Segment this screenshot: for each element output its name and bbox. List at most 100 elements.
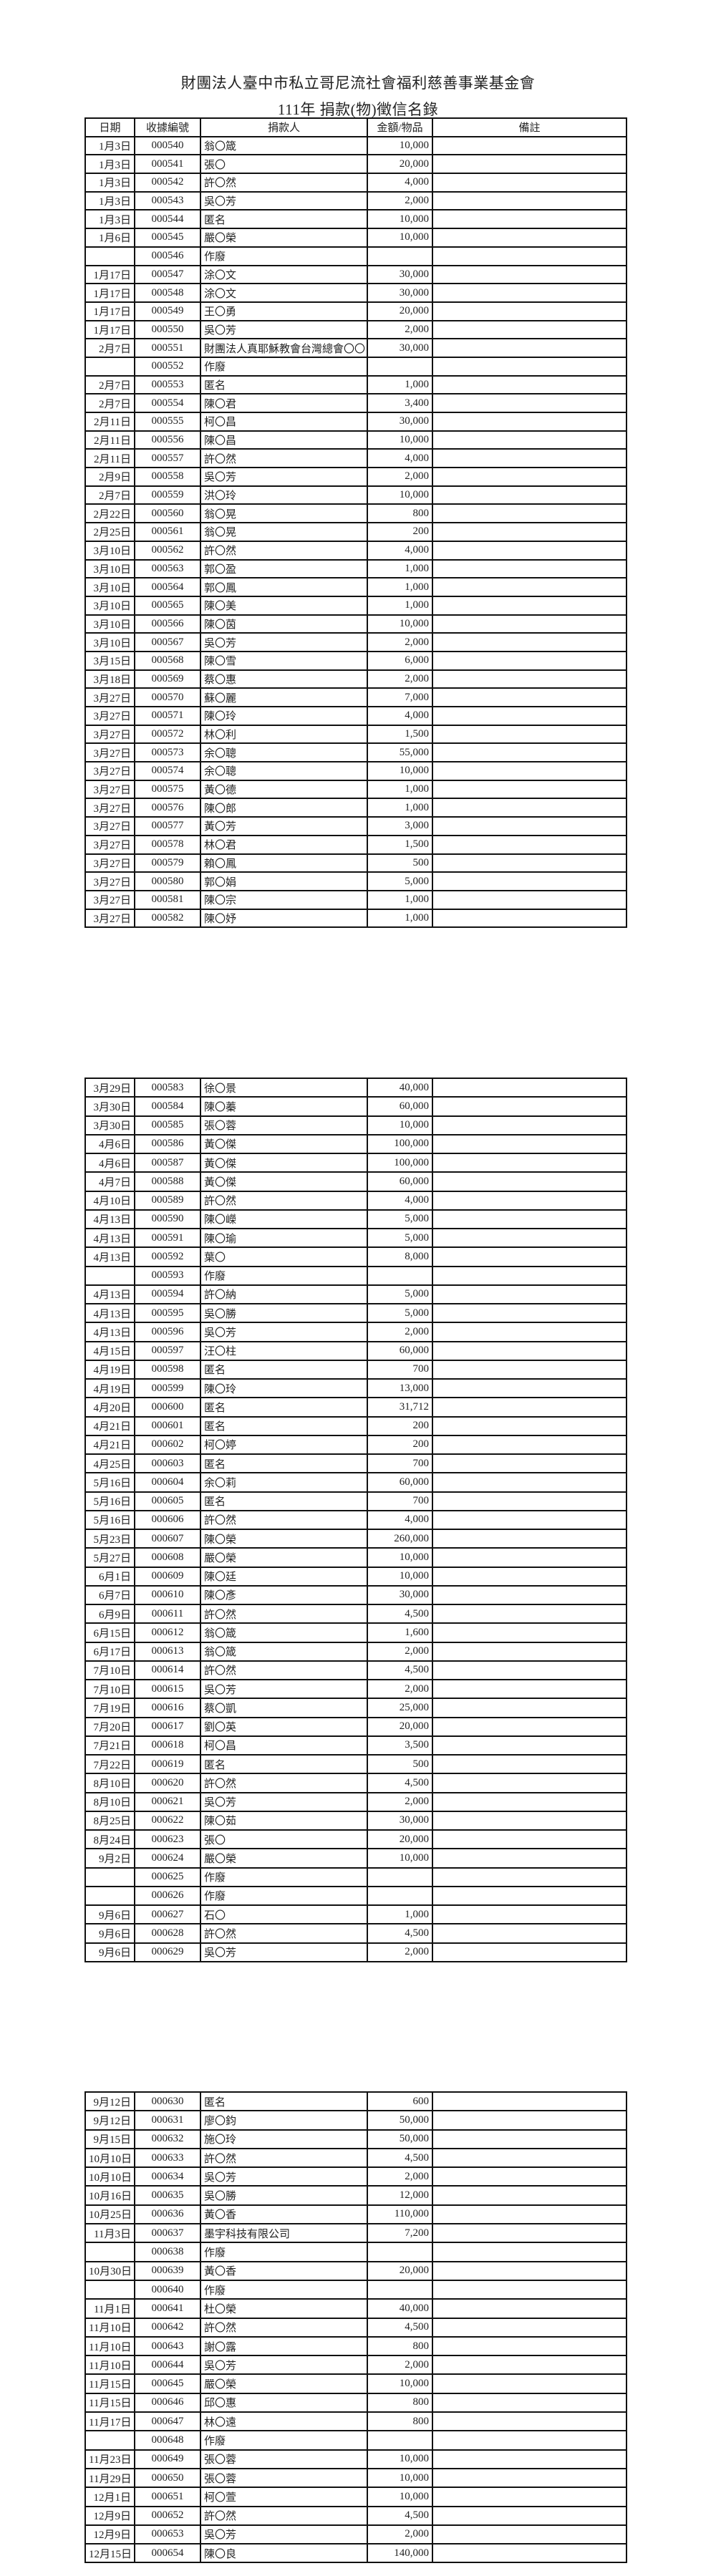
donor-cell: 陳〇君 bbox=[200, 393, 368, 413]
receipt-no-cell: 000605 bbox=[134, 1491, 201, 1511]
remarks-cell bbox=[432, 724, 627, 745]
table-row: 12月9日 000653 吳〇芳 2,000 bbox=[84, 2524, 627, 2545]
amount-cell: 1,000 bbox=[367, 595, 433, 616]
donor-cell: 王〇勇 bbox=[200, 301, 368, 321]
date-cell: 3月10日 bbox=[84, 595, 135, 616]
table-row: 4月6日 000586 黃〇傑 100,000 bbox=[84, 1133, 627, 1155]
receipt-no-cell: 000642 bbox=[134, 2317, 201, 2338]
table-row: 4月21日 000602 柯〇婷 200 bbox=[84, 1434, 627, 1456]
receipt-no-cell: 000581 bbox=[134, 889, 201, 910]
receipt-no-cell: 000641 bbox=[134, 2298, 201, 2319]
receipt-no-cell: 000582 bbox=[134, 908, 201, 929]
remarks-cell bbox=[432, 1415, 627, 1436]
receipt-no-cell: 000589 bbox=[134, 1190, 201, 1211]
receipt-no-cell: 000611 bbox=[134, 1603, 201, 1624]
date-cell bbox=[84, 1885, 135, 1907]
amount-cell: 30,000 bbox=[367, 1584, 433, 1606]
date-cell bbox=[84, 2430, 135, 2451]
amount-cell: 10,000 bbox=[367, 2467, 433, 2489]
date-cell: 9月6日 bbox=[84, 1942, 135, 1962]
amount-cell: 30,000 bbox=[367, 264, 433, 285]
date-cell: 12月9日 bbox=[84, 2505, 135, 2526]
receipt-no-cell: 000555 bbox=[134, 412, 201, 432]
amount-cell: 1,500 bbox=[367, 724, 433, 745]
donor-cell: 林〇君 bbox=[200, 834, 368, 855]
remarks-cell bbox=[432, 1340, 627, 1361]
donor-cell: 黃〇芳 bbox=[200, 816, 368, 836]
donor-cell: 吳〇芳 bbox=[200, 1942, 368, 1962]
donor-cell: 陳〇榮 bbox=[200, 1528, 368, 1549]
receipt-no-cell: 000597 bbox=[134, 1340, 201, 1361]
table-row: 4月7日 000588 黃〇傑 60,000 bbox=[84, 1171, 627, 1192]
amount-cell bbox=[367, 356, 433, 377]
donor-cell: 許〇然 bbox=[200, 448, 368, 469]
receipt-no-cell: 000566 bbox=[134, 614, 201, 634]
date-cell: 3月18日 bbox=[84, 669, 135, 689]
table-row: 9月6日 000627 石〇 1,000 bbox=[84, 1904, 627, 1925]
amount-cell: 20,000 bbox=[367, 1716, 433, 1737]
table-row: 10月10日 000634 吳〇芳 2,000 bbox=[84, 2166, 627, 2187]
table-row: 000638 作廢 bbox=[84, 2242, 627, 2262]
table-row: 3月27日 000577 黃〇芳 3,000 bbox=[84, 816, 627, 836]
date-cell bbox=[84, 356, 135, 377]
donor-cell: 嚴〇榮 bbox=[200, 1547, 368, 1568]
donor-cell: 陳〇雪 bbox=[200, 650, 368, 671]
donor-cell: 許〇然 bbox=[200, 2505, 368, 2526]
donor-cell: 匿名 bbox=[200, 374, 368, 395]
remarks-cell bbox=[432, 2223, 627, 2244]
date-cell: 7月19日 bbox=[84, 1698, 135, 1718]
receipt-no-cell: 000636 bbox=[134, 2204, 201, 2225]
receipt-no-cell: 000621 bbox=[134, 1791, 201, 1812]
date-cell: 4月13日 bbox=[84, 1227, 135, 1249]
receipt-no-cell: 000616 bbox=[134, 1698, 201, 1718]
table-row: 3月27日 000576 陳〇郎 1,000 bbox=[84, 798, 627, 818]
amount-cell: 600 bbox=[367, 2091, 433, 2112]
table-row: 2月11日 000557 許〇然 4,000 bbox=[84, 448, 627, 469]
receipt-no-cell: 000643 bbox=[134, 2335, 201, 2357]
receipt-no-cell: 000542 bbox=[134, 173, 201, 193]
remarks-cell bbox=[432, 2279, 627, 2300]
donor-cell: 余〇聰 bbox=[200, 761, 368, 781]
date-cell: 4月19日 bbox=[84, 1377, 135, 1399]
remarks-cell bbox=[432, 246, 627, 266]
remarks-cell bbox=[432, 2335, 627, 2357]
amount-cell: 5,000 bbox=[367, 1302, 433, 1324]
donor-cell: 陳〇妤 bbox=[200, 908, 368, 929]
receipt-no-cell: 000571 bbox=[134, 706, 201, 726]
remarks-cell bbox=[432, 1397, 627, 1418]
table-row: 3月30日 000584 陳〇蓁 60,000 bbox=[84, 1096, 627, 1117]
receipt-no-cell: 000628 bbox=[134, 1923, 201, 1944]
donor-cell: 余〇莉 bbox=[200, 1472, 368, 1493]
table-row: 1月6日 000545 嚴〇榮 10,000 bbox=[84, 228, 627, 248]
amount-cell: 260,000 bbox=[367, 1528, 433, 1549]
table-row: 8月10日 000620 許〇然 4,500 bbox=[84, 1773, 627, 1793]
amount-cell: 2,000 bbox=[367, 190, 433, 211]
date-cell: 8月10日 bbox=[84, 1773, 135, 1793]
date-cell: 3月27日 bbox=[84, 816, 135, 836]
remarks-cell bbox=[432, 1773, 627, 1793]
remarks-cell bbox=[432, 2147, 627, 2169]
table-row: 2月7日 000551 財團法人真耶穌教會台灣總會〇〇 30,000 bbox=[84, 338, 627, 358]
table-row: 7月10日 000615 吳〇芳 2,000 bbox=[84, 1678, 627, 1700]
table-row: 11月10日 000644 吳〇芳 2,000 bbox=[84, 2355, 627, 2376]
amount-cell: 4,500 bbox=[367, 1773, 433, 1793]
date-cell: 11月3日 bbox=[84, 2223, 135, 2244]
donor-cell: 蔡〇惠 bbox=[200, 669, 368, 689]
donor-cell: 柯〇昌 bbox=[200, 412, 368, 432]
table-row: 2月22日 000560 翁〇晃 800 bbox=[84, 503, 627, 524]
date-cell: 4月7日 bbox=[84, 1171, 135, 1192]
amount-cell: 1,000 bbox=[367, 889, 433, 910]
donor-cell: 柯〇婷 bbox=[200, 1434, 368, 1456]
amount-cell: 800 bbox=[367, 2392, 433, 2413]
remarks-cell bbox=[432, 2091, 627, 2112]
remarks-cell bbox=[432, 577, 627, 597]
receipt-no-cell: 000594 bbox=[134, 1284, 201, 1305]
remarks-cell bbox=[432, 614, 627, 634]
date-cell: 7月10日 bbox=[84, 1678, 135, 1700]
date-cell: 1月3日 bbox=[84, 135, 135, 156]
donor-cell: 郭〇娟 bbox=[200, 871, 368, 891]
amount-cell bbox=[367, 246, 433, 266]
donor-cell: 蘇〇麗 bbox=[200, 687, 368, 707]
remarks-cell bbox=[432, 173, 627, 193]
date-cell: 2月9日 bbox=[84, 467, 135, 487]
